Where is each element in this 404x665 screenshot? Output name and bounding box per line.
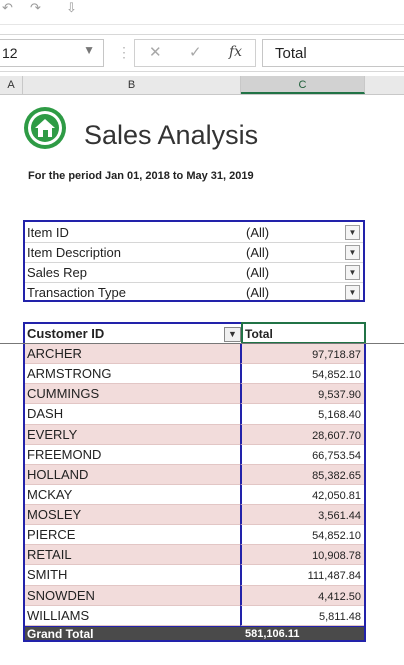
customer-cell[interactable]: WILLIAMS xyxy=(25,606,240,626)
filter-sales-rep: Sales Rep (All) ▼ xyxy=(25,262,363,283)
grand-total-row[interactable]: Grand Total 581,106.11 xyxy=(23,625,366,642)
filter-value: (All) xyxy=(246,265,270,280)
total-cell[interactable]: 10,908.78 xyxy=(240,545,364,566)
table-row[interactable]: WILLIAMS 5,811.48 xyxy=(23,605,366,626)
grand-total-label: Grand Total xyxy=(27,626,94,641)
chevron-down-icon[interactable]: ▼ xyxy=(83,43,95,57)
filter-dropdown-icon[interactable]: ▼ xyxy=(345,225,360,240)
table-row[interactable]: ARMSTRONG 54,852.10 xyxy=(23,364,366,385)
filter-label: Sales Rep xyxy=(27,265,87,280)
filter-item-id: Item ID (All) ▼ xyxy=(25,222,363,243)
table-row[interactable]: HOLLAND 85,382.65 xyxy=(23,464,366,485)
name-box-value: 12 xyxy=(2,45,18,61)
total-cell[interactable]: 28,607.70 xyxy=(240,424,364,445)
total-cell[interactable]: 42,050.81 xyxy=(240,484,364,505)
pivot-rows: ARCHER 97,718.87 ARMSTRONG 54,852.10 CUMMING… xyxy=(23,344,366,626)
name-box[interactable]: 12 ▼ xyxy=(0,39,104,67)
undo-icon[interactable]: ↶ xyxy=(2,0,13,15)
filter-dropdown-icon[interactable]: ▼ xyxy=(345,265,360,280)
pivot-header-row: Customer ID ▼ Total xyxy=(23,322,366,344)
insert-function-icon[interactable]: fx xyxy=(229,44,243,60)
customer-cell[interactable]: DASH xyxy=(25,404,240,425)
grand-total-value: 581,106.11 xyxy=(245,627,300,640)
table-row[interactable]: EVERLY 28,607.70 xyxy=(23,424,366,445)
customer-cell[interactable]: HOLLAND xyxy=(25,464,240,485)
customer-cell[interactable]: PIERCE xyxy=(25,525,240,546)
cancel-icon[interactable]: ✕ xyxy=(149,44,162,61)
filter-value: (All) xyxy=(246,285,270,300)
customer-cell[interactable]: CUMMINGS xyxy=(25,384,240,405)
table-row[interactable]: FREEMOND 66,753.54 xyxy=(23,444,366,465)
customer-cell[interactable]: EVERLY xyxy=(25,424,240,445)
table-row[interactable]: CUMMINGS 9,537.90 xyxy=(23,384,366,405)
quick-access-toolbar: ↶ ↷ ⇩ xyxy=(0,0,404,25)
customer-cell[interactable]: ARCHER xyxy=(25,344,240,365)
customer-cell[interactable]: MOSLEY xyxy=(25,505,240,526)
total-cell[interactable]: 3,561.44 xyxy=(240,505,364,526)
total-cell[interactable]: 54,852.10 xyxy=(240,525,364,546)
filter-label: Item ID xyxy=(27,225,69,240)
total-cell[interactable]: 66,753.54 xyxy=(240,444,364,465)
customer-cell[interactable]: ARMSTRONG xyxy=(25,364,240,385)
filter-value: (All) xyxy=(246,225,270,240)
pivot-table: Customer ID ▼ Total ARCHER 97,718.87 ARMST… xyxy=(23,322,366,642)
formula-bar-grip-icon[interactable]: ⋮ xyxy=(117,44,131,60)
report-period: For the period Jan 01, 2018 to May 31, 2… xyxy=(28,170,254,182)
customer-id-header[interactable]: Customer ID xyxy=(27,326,105,341)
table-row[interactable]: SMITH 111,487.84 xyxy=(23,565,366,586)
total-cell[interactable]: 111,487.84 xyxy=(240,565,364,586)
filter-label: Transaction Type xyxy=(27,285,126,300)
table-row[interactable]: DASH 5,168.40 xyxy=(23,404,366,425)
customer-cell[interactable]: SMITH xyxy=(25,565,240,586)
filter-value: (All) xyxy=(246,245,270,260)
customer-cell[interactable]: RETAIL xyxy=(25,545,240,566)
table-row[interactable]: RETAIL 10,908.78 xyxy=(23,545,366,566)
total-cell[interactable]: 54,852.10 xyxy=(240,364,364,385)
total-cell[interactable]: 85,382.65 xyxy=(240,464,364,485)
home-logo-icon xyxy=(24,107,66,149)
customer-cell[interactable]: MCKAY xyxy=(25,485,240,505)
column-headers: A B C xyxy=(0,76,404,95)
filter-item-description: Item Description (All) ▼ xyxy=(25,242,363,263)
row-gridline xyxy=(0,343,404,344)
enter-icon[interactable]: ✓ xyxy=(189,44,202,61)
formula-buttons: ✕ ✓ fx xyxy=(134,39,256,67)
customer-cell[interactable]: FREEMOND xyxy=(25,445,240,465)
total-cell[interactable]: 5,811.48 xyxy=(240,605,364,626)
total-cell[interactable]: 4,412.50 xyxy=(240,585,364,606)
column-header-c[interactable]: C xyxy=(241,76,365,94)
table-row[interactable]: ARCHER 97,718.87 xyxy=(23,344,366,365)
column-header-b[interactable]: B xyxy=(23,76,241,94)
total-cell[interactable]: 9,537.90 xyxy=(240,384,364,405)
formula-content: Total xyxy=(275,45,307,62)
filter-funnel-icon[interactable]: ▼ xyxy=(224,327,241,342)
total-header[interactable]: Total xyxy=(245,327,273,341)
table-row[interactable]: PIERCE 54,852.10 xyxy=(23,525,366,546)
table-row[interactable]: SNOWDEN 4,412.50 xyxy=(23,585,366,606)
filter-dropdown-icon[interactable]: ▼ xyxy=(345,285,360,300)
filter-dropdown-icon[interactable]: ▼ xyxy=(345,245,360,260)
total-cell[interactable]: 5,168.40 xyxy=(240,404,364,425)
customer-cell[interactable]: SNOWDEN xyxy=(25,585,240,606)
redo-icon[interactable]: ↷ xyxy=(30,0,41,15)
total-cell[interactable]: 97,718.87 xyxy=(240,344,364,365)
house-icon xyxy=(35,119,55,137)
report-title: Sales Analysis xyxy=(84,120,259,150)
pivot-filters: Item ID (All) ▼ Item Description (All) ▼… xyxy=(23,220,365,302)
filter-label: Item Description xyxy=(27,245,121,260)
formula-input[interactable]: Total xyxy=(262,39,404,67)
table-row[interactable]: MCKAY 42,050.81 xyxy=(23,484,366,505)
table-row[interactable]: MOSLEY 3,561.44 xyxy=(23,505,366,526)
column-header-a[interactable]: A xyxy=(0,76,23,94)
formula-bar: 12 ▼ ⋮ ✕ ✓ fx Total xyxy=(0,34,404,72)
filter-transaction-type: Transaction Type (All) ▼ xyxy=(25,282,363,302)
customize-toolbar-icon[interactable]: ⇩ xyxy=(66,0,77,15)
